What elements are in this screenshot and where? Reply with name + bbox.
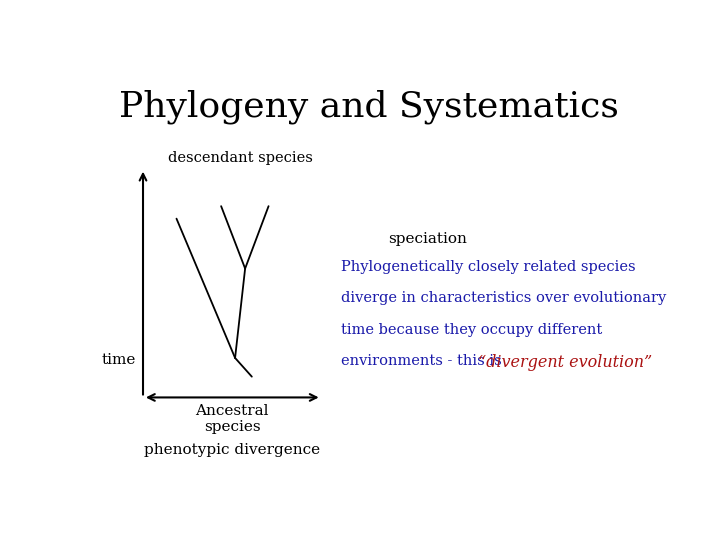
Text: Ancestral
species: Ancestral species (196, 404, 269, 434)
Text: phenotypic divergence: phenotypic divergence (144, 443, 320, 457)
Text: Phylogeny and Systematics: Phylogeny and Systematics (119, 90, 619, 124)
Text: descendant species: descendant species (168, 151, 313, 165)
Text: Phylogenetically closely related species: Phylogenetically closely related species (341, 260, 636, 274)
Text: “divergent evolution”: “divergent evolution” (478, 354, 652, 371)
Text: diverge in characteristics over evolutionary: diverge in characteristics over evolutio… (341, 292, 666, 306)
Text: speciation: speciation (389, 232, 467, 246)
Text: time: time (102, 353, 136, 367)
Text: time because they occupy different: time because they occupy different (341, 322, 603, 336)
Text: environments - this is: environments - this is (341, 354, 506, 368)
